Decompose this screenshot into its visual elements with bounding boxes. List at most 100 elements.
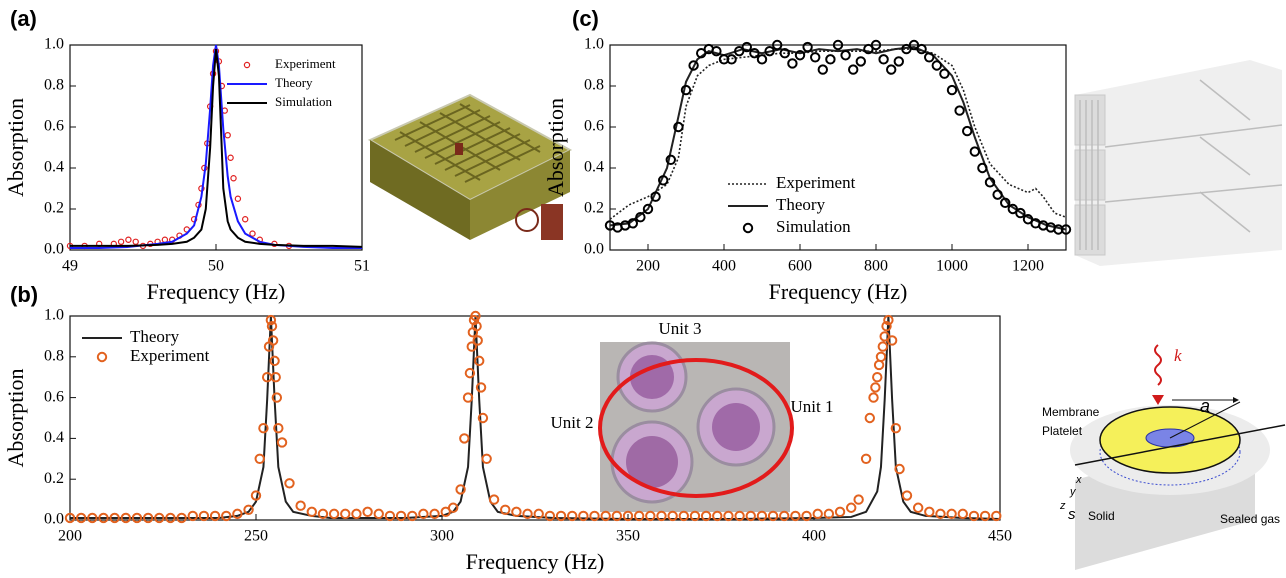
panel-label: (c) bbox=[572, 6, 599, 31]
legend-label: Simulation bbox=[776, 217, 851, 236]
data-point bbox=[512, 508, 520, 516]
data-point bbox=[879, 55, 887, 63]
series-line bbox=[70, 45, 362, 248]
data-point bbox=[933, 61, 941, 69]
data-point bbox=[375, 510, 383, 518]
data-point bbox=[866, 414, 874, 422]
y-tick-label: 0.6 bbox=[44, 118, 64, 135]
data-point bbox=[803, 43, 811, 51]
diagram-label: k bbox=[1174, 346, 1182, 365]
x-axis-title: Frequency (Hz) bbox=[147, 279, 286, 304]
x-tick-label: 49 bbox=[62, 258, 78, 275]
y-axis-title: Absorption bbox=[543, 98, 568, 197]
data-point bbox=[482, 455, 490, 463]
legend: ExperimentTheorySimulation bbox=[227, 56, 336, 109]
page: Unit 3 Unit 2 Unit 1 k Membrane Platelet… bbox=[0, 0, 1286, 578]
x-tick-label: 200 bbox=[636, 258, 660, 275]
y-tick-label: 0.8 bbox=[44, 77, 64, 94]
unit-diagram: k Membrane Platelet a s Solid Sealed gas… bbox=[1042, 345, 1285, 570]
series-line bbox=[70, 316, 1000, 519]
x-tick-label: 450 bbox=[988, 528, 1012, 545]
plot-frame bbox=[70, 316, 1000, 520]
y-tick-label: 0.0 bbox=[44, 241, 64, 258]
legend-label: Theory bbox=[776, 195, 826, 214]
x-tick-label: 300 bbox=[430, 528, 454, 545]
legend-label: Experiment bbox=[130, 346, 210, 365]
data-point bbox=[490, 495, 498, 503]
photo-label: Unit 3 bbox=[659, 319, 702, 338]
series-line bbox=[70, 49, 362, 247]
legend-label: Experiment bbox=[275, 56, 336, 71]
data-point bbox=[849, 65, 857, 73]
data-point bbox=[546, 512, 554, 520]
data-point bbox=[228, 155, 233, 160]
data-point bbox=[330, 510, 338, 518]
data-point bbox=[126, 237, 131, 242]
data-point bbox=[877, 353, 885, 361]
y-tick-label: 0.0 bbox=[44, 511, 64, 528]
data-point bbox=[270, 357, 278, 365]
sample-photo: Unit 3 Unit 2 Unit 1 bbox=[551, 319, 834, 512]
series-line bbox=[610, 49, 1066, 219]
x-tick-label: 600 bbox=[788, 258, 812, 275]
legend: Experiment Theory Simulation bbox=[728, 173, 856, 236]
x-tick-label: 400 bbox=[712, 258, 736, 275]
legend-label: Theory bbox=[130, 327, 180, 346]
diagram-label: Membrane bbox=[1042, 405, 1100, 419]
data-point bbox=[814, 510, 822, 518]
data-point bbox=[296, 502, 304, 510]
y-tick-label: 0.2 bbox=[44, 200, 64, 217]
data-point bbox=[875, 361, 883, 369]
diagram-label: x bbox=[1075, 474, 1082, 486]
data-point bbox=[758, 55, 766, 63]
data-point bbox=[363, 508, 371, 516]
legend-label: Experiment bbox=[776, 173, 856, 192]
data-point bbox=[460, 434, 468, 442]
diagram-label: Solid bbox=[1088, 509, 1115, 523]
data-point bbox=[879, 342, 887, 350]
data-point bbox=[887, 65, 895, 73]
data-point bbox=[231, 176, 236, 181]
legend-symbol bbox=[744, 224, 752, 232]
legend-symbol bbox=[98, 353, 106, 361]
y-tick-label: 0.0 bbox=[584, 241, 604, 258]
y-axis-title: Absorption bbox=[3, 98, 28, 197]
y-tick-label: 1.0 bbox=[584, 36, 604, 53]
data-point bbox=[235, 196, 240, 201]
photo-label: Unit 1 bbox=[791, 397, 834, 416]
data-point bbox=[243, 217, 248, 222]
data-point bbox=[971, 147, 979, 155]
data-point bbox=[819, 65, 827, 73]
legend-label: Simulation bbox=[275, 94, 333, 109]
y-tick-label: 0.2 bbox=[44, 470, 64, 487]
x-axis-title: Frequency (Hz) bbox=[769, 279, 908, 304]
y-axis-title: Absorption bbox=[3, 369, 28, 468]
diagram-label: Sealed gas bbox=[1220, 512, 1280, 526]
data-point bbox=[955, 106, 963, 114]
data-point bbox=[847, 504, 855, 512]
data-point bbox=[871, 383, 879, 391]
legend-symbol bbox=[244, 62, 249, 67]
diagram-label: z bbox=[1059, 500, 1066, 512]
data-point bbox=[278, 438, 286, 446]
y-tick-label: 1.0 bbox=[44, 307, 64, 324]
diagram-label: s bbox=[1068, 506, 1076, 523]
x-tick-label: 200 bbox=[58, 528, 82, 545]
y-tick-label: 0.6 bbox=[44, 388, 64, 405]
stacked-structure bbox=[1075, 60, 1282, 266]
data-point bbox=[811, 53, 819, 61]
data-point bbox=[250, 231, 255, 236]
data-point bbox=[408, 512, 416, 520]
data-point bbox=[285, 479, 293, 487]
legend: TheoryExperiment bbox=[82, 327, 210, 365]
data-point bbox=[873, 373, 881, 381]
data-point bbox=[854, 495, 862, 503]
y-tick-label: 0.8 bbox=[584, 77, 604, 94]
data-point bbox=[225, 133, 230, 138]
data-point bbox=[925, 508, 933, 516]
plot: 4950510.00.20.40.60.81.0Frequency (Hz)Ab… bbox=[3, 6, 370, 304]
maze-model bbox=[370, 95, 570, 240]
y-tick-label: 0.4 bbox=[44, 429, 64, 446]
y-tick-label: 1.0 bbox=[44, 36, 64, 53]
